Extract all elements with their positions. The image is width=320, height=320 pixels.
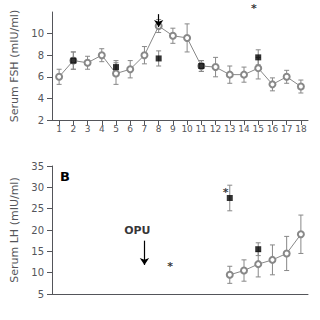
svg-text:11: 11: [196, 124, 207, 134]
svg-text:10: 10: [181, 124, 193, 134]
svg-text:Serum FSH (mIU/ml): Serum FSH (mIU/ml): [8, 10, 21, 122]
svg-text:15: 15: [31, 246, 44, 257]
svg-text:20: 20: [31, 225, 44, 236]
svg-text:17: 17: [281, 124, 292, 134]
svg-text:*: *: [251, 2, 257, 15]
svg-text:*: *: [223, 186, 229, 199]
svg-text:25: 25: [31, 203, 44, 214]
svg-text:10: 10: [31, 267, 44, 278]
svg-text:2: 2: [70, 124, 76, 134]
svg-text:10: 10: [31, 28, 44, 39]
svg-text:15: 15: [252, 124, 263, 134]
svg-text:6: 6: [127, 124, 133, 134]
svg-text:B: B: [60, 169, 70, 184]
svg-text:7: 7: [142, 124, 148, 134]
svg-text:3: 3: [85, 124, 91, 134]
svg-text:12: 12: [210, 124, 221, 134]
svg-text:9: 9: [170, 124, 176, 134]
svg-text:13: 13: [224, 124, 235, 134]
svg-text:2: 2: [38, 115, 44, 126]
svg-text:30: 30: [31, 182, 44, 193]
svg-text:4: 4: [38, 93, 44, 104]
svg-text:1: 1: [56, 124, 62, 134]
svg-text:18: 18: [295, 124, 307, 134]
svg-text:*: *: [167, 260, 173, 273]
svg-text:Serum LH (mIU/ml): Serum LH (mIU/ml): [8, 177, 21, 282]
svg-text:OPU: OPU: [124, 224, 150, 237]
svg-text:4: 4: [99, 124, 105, 134]
svg-text:8: 8: [156, 124, 162, 134]
svg-text:16: 16: [267, 124, 279, 134]
svg-text:6: 6: [38, 71, 44, 82]
svg-text:8: 8: [38, 50, 44, 61]
svg-text:14: 14: [238, 124, 250, 134]
svg-text:5: 5: [113, 124, 119, 134]
svg-text:5: 5: [38, 289, 44, 300]
svg-text:35: 35: [31, 161, 44, 172]
